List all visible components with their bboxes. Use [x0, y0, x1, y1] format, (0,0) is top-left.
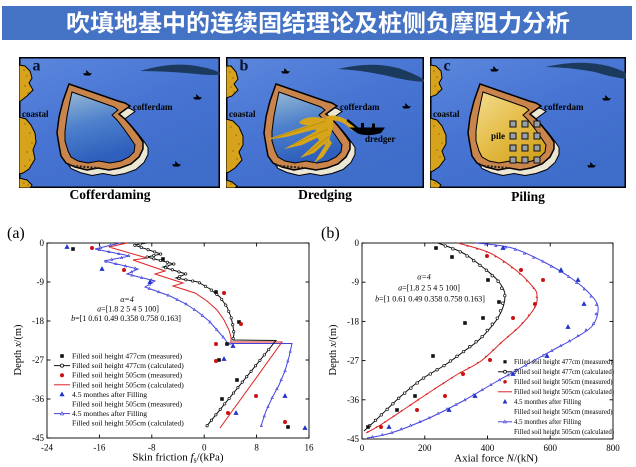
- svg-text:0: 0: [360, 443, 365, 453]
- svg-text:coastal: coastal: [229, 109, 256, 119]
- svg-text:-18: -18: [32, 316, 44, 326]
- svg-text:400: 400: [481, 443, 495, 453]
- svg-text:-8: -8: [148, 443, 156, 453]
- svg-text:4.5 monthes after Filling: 4.5 monthes after Filling: [72, 409, 147, 418]
- svg-text:Skin friction fs/(kPa): Skin friction fs/(kPa): [132, 452, 223, 465]
- svg-text:-9: -9: [352, 277, 360, 287]
- svg-text:Filled soil height 477cm (calc: Filled soil height 477cm (calculated): [72, 361, 184, 370]
- svg-text:0: 0: [355, 238, 360, 248]
- svg-text:a: a: [33, 58, 41, 75]
- svg-text:-9: -9: [37, 277, 45, 287]
- svg-text:0: 0: [40, 238, 45, 248]
- svg-text:Filled soil height 477cm (meas: Filled soil height 477cm (measured): [72, 352, 183, 361]
- svg-text:4.5 monthes after Filling: 4.5 monthes after Filling: [514, 399, 582, 406]
- svg-text:-45: -45: [347, 434, 359, 444]
- svg-text:a=[1.8 2 5 4 5 100]: a=[1.8 2 5 4 5 100]: [398, 284, 460, 293]
- svg-text:c: c: [444, 58, 451, 75]
- svg-text:dredger: dredger: [365, 134, 395, 144]
- svg-text:Filled soil height 477cm (meas: Filled soil height 477cm (measured): [514, 359, 613, 366]
- svg-text:Depth x/(m): Depth x/(m): [13, 324, 24, 376]
- svg-text:-16: -16: [93, 443, 105, 453]
- svg-text:800: 800: [606, 443, 620, 453]
- svg-text:(a): (a): [7, 225, 25, 242]
- svg-text:b=[1 0.61 0.49 0.358 0.758 0.1: b=[1 0.61 0.49 0.358 0.758 0.163]: [375, 295, 485, 304]
- svg-text:pile: pile: [491, 131, 505, 141]
- svg-text:8: 8: [254, 443, 259, 453]
- svg-text:(b): (b): [321, 225, 340, 242]
- svg-text:b=[1 0.61 0.49 0.358 0.758 0.1: b=[1 0.61 0.49 0.358 0.758 0.163]: [71, 314, 181, 323]
- svg-text:Filled soil height 505cm (calc: Filled soil height 505cm (calculated): [72, 419, 184, 428]
- svg-text:a=[1.8 2 5 4 5 100]: a=[1.8 2 5 4 5 100]: [97, 305, 159, 314]
- svg-text:600: 600: [543, 443, 557, 453]
- svg-text:-27: -27: [32, 355, 44, 365]
- svg-text:Depth x/(m): Depth x/(m): [328, 324, 339, 376]
- svg-text:-24: -24: [41, 443, 53, 453]
- svg-text:Filled soil height 505cm (calc: Filled soil height 505cm (calculated): [72, 380, 184, 389]
- svg-text:-45: -45: [32, 433, 44, 443]
- svg-text:4.5 monthes after Filling: 4.5 monthes after Filling: [514, 419, 582, 426]
- svg-text:-36: -36: [32, 394, 44, 404]
- svg-text:Filled soil height 505cm (calc: Filled soil height 505cm (calculated): [514, 389, 614, 396]
- svg-text:coastal: coastal: [22, 109, 49, 119]
- svg-text:α=4: α=4: [120, 295, 134, 304]
- svg-text:cofferdam: cofferdam: [133, 102, 173, 112]
- svg-text:16: 16: [305, 443, 315, 453]
- svg-text:α=4: α=4: [417, 273, 431, 282]
- svg-text:cofferdam: cofferdam: [544, 102, 584, 112]
- svg-text:coastal: coastal: [433, 109, 460, 119]
- svg-text:200: 200: [418, 443, 432, 453]
- svg-text:Filled soil height 505cm (meas: Filled soil height 505cm (measured): [514, 409, 613, 416]
- svg-text:0: 0: [202, 443, 207, 453]
- svg-text:Filled soil height 505cm (calc: Filled soil height 505cm (calculated): [514, 429, 614, 436]
- svg-text:Filled soil height 505cm (meas: Filled soil height 505cm (measured): [514, 379, 613, 386]
- svg-text:Filled soil height 505cm (meas: Filled soil height 505cm (measured): [72, 371, 183, 380]
- svg-text:Axial force N/(kN): Axial force N/(kN): [454, 453, 538, 465]
- svg-text:-18: -18: [347, 316, 359, 326]
- svg-text:4.5 monthes after Filling: 4.5 monthes after Filling: [72, 390, 147, 399]
- svg-text:-36: -36: [347, 395, 359, 405]
- svg-text:b: b: [240, 58, 249, 75]
- svg-text:-27: -27: [347, 356, 359, 366]
- svg-text:Filled soil height 477cm (calc: Filled soil height 477cm (calculated): [514, 369, 614, 376]
- svg-text:Filled soil height 505cm (meas: Filled soil height 505cm (measured): [72, 400, 183, 409]
- svg-text:cofferdam: cofferdam: [340, 102, 380, 112]
